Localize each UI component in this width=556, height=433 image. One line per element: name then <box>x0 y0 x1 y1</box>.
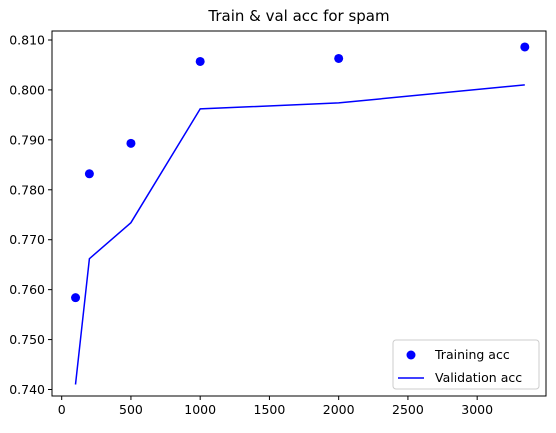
x-tick-label: 1500 <box>254 402 286 417</box>
x-tick-label: 1000 <box>184 402 216 417</box>
validation-acc-line <box>74 84 525 385</box>
y-axis: 0.740 0.750 0.760 0.770 0.780 0.790 0.800 0.810 <box>9 32 52 397</box>
training-acc-point <box>520 42 530 52</box>
x-tick-label: 500 <box>119 402 143 417</box>
x-axis: 0 500 1000 1500 2000 2500 3000 <box>58 396 493 417</box>
y-tick-label: 0.760 <box>9 282 45 297</box>
chart-title: Train & val acc for spam <box>207 7 389 25</box>
plot-frame <box>51 30 547 397</box>
legend-marker-training <box>406 350 416 360</box>
y-tick-label: 0.810 <box>9 32 45 47</box>
x-tick-label: 2500 <box>392 402 424 417</box>
y-tick-label: 0.780 <box>9 182 45 197</box>
y-tick-label: 0.800 <box>9 82 45 97</box>
y-tick-label: 0.750 <box>9 332 45 347</box>
legend-label-validation: Validation acc <box>435 370 522 385</box>
training-acc-point <box>195 56 205 66</box>
training-acc-point <box>126 138 136 148</box>
training-acc-point <box>84 169 94 179</box>
legend-label-training: Training acc <box>434 347 510 362</box>
y-tick-label: 0.770 <box>9 232 45 247</box>
legend-box <box>392 339 540 390</box>
legend: Training acc Validation acc <box>392 339 540 390</box>
y-tick-label: 0.790 <box>9 132 45 147</box>
x-tick-label: 0 <box>58 402 66 417</box>
x-tick-label: 3000 <box>461 402 493 417</box>
training-acc-point <box>71 293 81 303</box>
x-tick-label: 2000 <box>323 402 355 417</box>
y-tick-label: 0.740 <box>9 382 45 397</box>
training-acc-point <box>334 53 344 63</box>
